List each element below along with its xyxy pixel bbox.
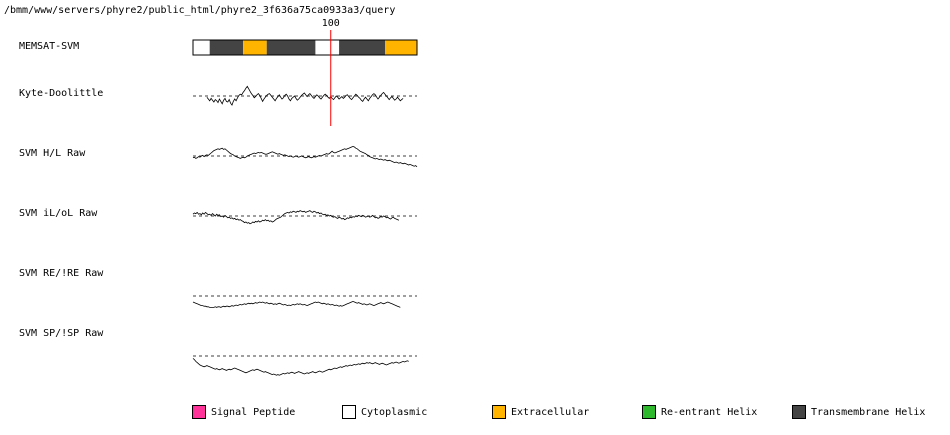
legend-item-transmembrane-helix: Transmembrane Helix — [792, 404, 925, 420]
legend-item-reentrant-helix: Re-entrant Helix — [642, 404, 757, 420]
memsat-segment-cytoplasmic — [315, 40, 340, 55]
transmembrane-helix-swatch — [792, 405, 806, 419]
legend-label: Extracellular — [511, 406, 590, 418]
track-label-memsat-svm: MEMSAT-SVM — [19, 41, 80, 52]
memsat-segment-transmembrane-helix — [339, 40, 385, 55]
track-label-svm-re-raw: SVM RE/!RE Raw — [19, 268, 104, 279]
reentrant-helix-swatch — [642, 405, 656, 419]
query-path-title: /bmm/www/servers/phyre2/public_html/phyr… — [4, 5, 396, 16]
memsat-segment-extracellular — [243, 40, 267, 55]
track-label-svm-iloL-raw: SVM iL/oL Raw — [19, 208, 98, 219]
legend-label: Cytoplasmic — [361, 406, 428, 418]
legend-item-extracellular: Extracellular — [492, 404, 589, 420]
memsat-segment-transmembrane-helix — [266, 40, 316, 55]
track-label-kyte-doolittle: Kyte-Doolittle — [19, 88, 104, 99]
cytoplasmic-swatch — [342, 405, 356, 419]
series-line-svm-il-ol-raw — [192, 210, 400, 225]
series-line-svm-re-re-raw — [192, 300, 401, 308]
series-line-svm-sp-sp-raw — [192, 358, 409, 376]
series-line-svm-h-l-raw — [192, 145, 418, 168]
series-line-kyte-doolittle — [206, 85, 404, 106]
legend-label: Re-entrant Helix — [661, 406, 758, 418]
position-marker-label: 100 — [322, 18, 340, 29]
track-label-svm-sp-raw: SVM SP/!SP Raw — [19, 328, 104, 339]
signal-peptide-swatch — [192, 405, 206, 419]
track-label-svm-hl-raw: SVM H/L Raw — [19, 148, 86, 159]
legend-item-cytoplasmic: Cytoplasmic — [342, 404, 427, 420]
memsat-segment-cytoplasmic — [193, 40, 210, 55]
legend-label: Transmembrane Helix — [811, 406, 926, 418]
memsat-segment-extracellular — [385, 40, 417, 55]
memsat-bar-outline — [192, 39, 418, 56]
legend-label: Signal Peptide — [211, 406, 296, 418]
memsat-segment-transmembrane-helix — [209, 40, 244, 55]
legend-item-signal-peptide: Signal Peptide — [192, 404, 295, 420]
extracellular-swatch — [492, 405, 506, 419]
